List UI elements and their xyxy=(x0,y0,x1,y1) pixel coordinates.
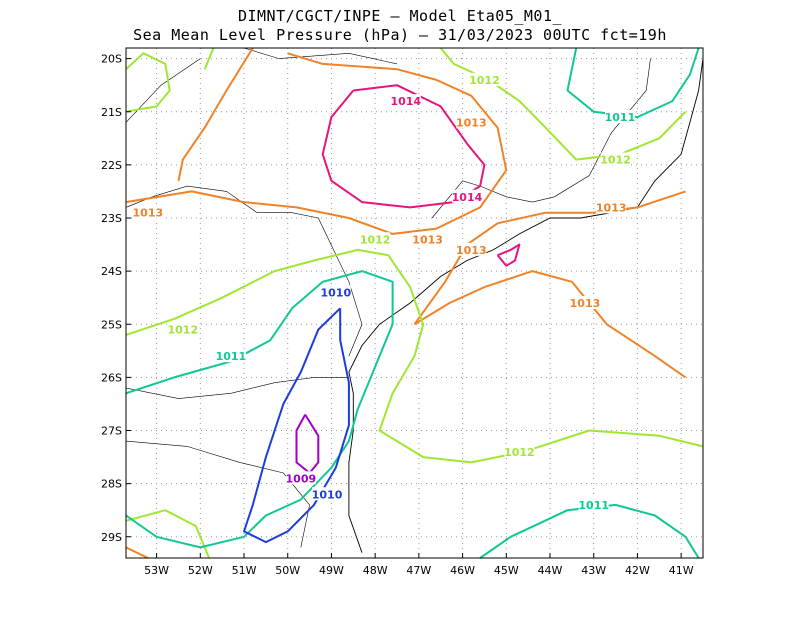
y-tick-label: 27S xyxy=(101,425,122,438)
isobar-label-bg xyxy=(600,152,631,166)
isobar-1012 xyxy=(203,47,215,70)
isobar-label-1014: 1014 xyxy=(390,95,421,108)
isobar-label-bg xyxy=(390,94,421,108)
isobar-label-bg xyxy=(320,285,351,299)
y-tick-label: 28S xyxy=(101,478,122,491)
map-title-line1: DIMNT/CGCT/INPE – Model Eta05_M01_ xyxy=(237,7,563,25)
isobar-label-bg xyxy=(456,242,487,256)
state-border xyxy=(125,440,310,548)
isobar-1010 xyxy=(243,307,350,544)
isobar-label-1013: 1013 xyxy=(456,116,487,129)
isobar-label-1010: 1010 xyxy=(312,488,343,501)
isobar-contours xyxy=(125,47,704,559)
y-tick-label: 23S xyxy=(101,212,122,225)
isobar-label-1012: 1012 xyxy=(600,154,631,167)
x-tick-label: 43W xyxy=(581,564,606,577)
isobar-label-bg xyxy=(360,232,391,246)
isobar-1013 xyxy=(413,270,687,379)
y-tick-label: 22S xyxy=(101,159,122,172)
isobar-label-1012: 1012 xyxy=(360,233,391,246)
y-tick-label: 29S xyxy=(101,531,122,544)
isobar-label-bg xyxy=(312,487,343,501)
isobar-1011 xyxy=(479,503,700,559)
isobar-label-1013: 1013 xyxy=(570,297,601,310)
isobar-label-1012: 1012 xyxy=(504,446,535,459)
y-tick-label: 26S xyxy=(101,371,122,384)
isobar-1013 xyxy=(177,47,254,181)
isobar-label-bg xyxy=(569,296,600,309)
isobar-label-bg xyxy=(451,189,482,203)
x-tick-label: 53W xyxy=(144,564,169,577)
isobar-1012 xyxy=(439,47,687,161)
x-tick-label: 49W xyxy=(319,564,344,577)
isobar-1014 xyxy=(496,243,521,267)
isobar-label-bg xyxy=(469,72,500,86)
x-tick-label: 46W xyxy=(450,564,475,577)
x-tick-label: 47W xyxy=(406,564,431,577)
isobar-1013 xyxy=(125,52,508,235)
y-tick-label: 20S xyxy=(101,53,122,66)
x-tick-label: 44W xyxy=(538,564,563,577)
x-tick-label: 50W xyxy=(275,564,300,577)
x-tick-label: 48W xyxy=(363,564,388,577)
isobar-label-bg xyxy=(578,497,609,511)
isobar-label-bg xyxy=(456,115,487,129)
map-title-line2: Sea Mean Level Pressure (hPa) – 31/03/20… xyxy=(133,26,667,44)
isobar-label-1012: 1012 xyxy=(168,324,199,337)
isobar-label-1013: 1013 xyxy=(596,201,627,214)
isobar-label-bg xyxy=(132,205,163,219)
isobar-1013 xyxy=(125,546,149,559)
x-tick-label: 45W xyxy=(494,564,519,577)
isobar-1013 xyxy=(413,190,686,325)
isobar-1012 xyxy=(125,52,171,113)
isobar-1011 xyxy=(125,270,394,549)
isobar-label-bg xyxy=(504,444,535,458)
map-frame xyxy=(125,47,704,559)
y-tick-label: 21S xyxy=(101,106,122,119)
coastline xyxy=(348,58,704,553)
isobar-label-1011: 1011 xyxy=(578,499,609,512)
isobar-label-bg xyxy=(604,110,635,124)
isobar-label-1014: 1014 xyxy=(452,191,483,204)
isobar-label-bg xyxy=(596,200,627,214)
isobar-1012 xyxy=(125,509,211,559)
isobar-label-bg xyxy=(215,349,246,363)
isobar-label-1012: 1012 xyxy=(469,74,500,87)
x-tick-label: 41W xyxy=(669,564,694,577)
isobar-label-1010: 1010 xyxy=(321,286,352,299)
isobar-1011 xyxy=(566,47,700,119)
x-tick-label: 51W xyxy=(232,564,257,577)
isobar-label-bg xyxy=(412,232,443,246)
y-tick-label: 24S xyxy=(101,265,122,278)
isobar-1009 xyxy=(295,414,320,474)
isobar-label-1013: 1013 xyxy=(412,233,443,246)
state-border xyxy=(431,58,651,219)
state-border xyxy=(243,47,398,65)
state-border xyxy=(125,58,201,123)
isobar-label-bg xyxy=(167,322,198,336)
isobar-1012 xyxy=(125,248,704,464)
isobar-label-bg xyxy=(285,471,316,485)
state-border xyxy=(125,185,363,357)
isobar-label-1011: 1011 xyxy=(216,350,247,363)
x-tick-label: 42W xyxy=(625,564,650,577)
isobar-label-1011: 1011 xyxy=(605,111,636,124)
isobar-label-1009: 1009 xyxy=(286,472,317,485)
y-tick-label: 25S xyxy=(101,318,122,331)
axis-ticks: 53W 52W 51W 50W 49W 48W 47W 46W 45W 44W 43W 42W 41W 2… xyxy=(101,53,694,577)
x-tick-label: 52W xyxy=(188,564,213,577)
isobar-labels: 1014 1014 1013 1013 1013 1013 1013 1013 1012 1012… xyxy=(132,72,636,512)
state-border xyxy=(125,377,349,399)
isobar-label-1013: 1013 xyxy=(133,207,164,220)
isobar-label-1013: 1013 xyxy=(456,244,487,257)
